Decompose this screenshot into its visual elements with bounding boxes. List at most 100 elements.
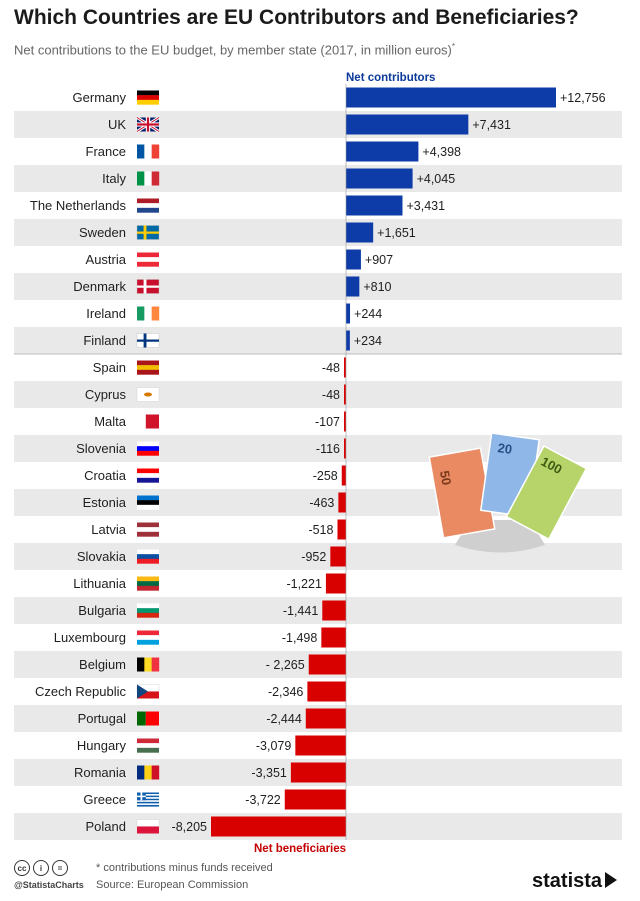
chart-subtitle: Net contributions to the EU budget, by m…	[14, 42, 455, 57]
value-label: -952	[301, 550, 326, 564]
bar-positive	[346, 303, 351, 324]
bar-negative	[341, 465, 346, 486]
flag-icon	[137, 495, 159, 510]
bar-negative	[338, 492, 346, 513]
country-label: Spain	[93, 360, 126, 375]
statista-logo[interactable]: statista	[532, 870, 618, 893]
value-label: -258	[313, 469, 338, 483]
row-background	[14, 327, 622, 354]
subtitle-footnote-mark: *	[451, 42, 456, 51]
value-label: -2,444	[266, 712, 301, 726]
flag-icon	[137, 171, 160, 186]
country-label: Czech Republic	[35, 684, 127, 699]
attribution-icon: i	[33, 860, 49, 876]
bar-negative	[290, 762, 346, 783]
banknote-20-label: 20	[497, 440, 513, 457]
country-label: Greece	[83, 792, 126, 807]
value-label: -48	[322, 388, 340, 402]
country-label: Cyprus	[85, 387, 127, 402]
bar-positive	[346, 222, 374, 243]
country-label: Hungary	[77, 738, 127, 753]
value-label: -1,441	[283, 604, 318, 618]
country-label: Malta	[94, 414, 127, 429]
country-label: Bulgaria	[78, 603, 126, 618]
value-label: -3,722	[245, 793, 280, 807]
bar-negative	[344, 384, 346, 405]
footnote: * contributions minus funds received	[96, 862, 273, 874]
row-background	[14, 111, 622, 138]
bar-negative	[322, 600, 346, 621]
value-label: -2,346	[268, 685, 303, 699]
subtitle-text: Net contributions to the EU budget, by m…	[14, 42, 452, 58]
value-label: - 2,265	[266, 658, 305, 672]
country-label: Romania	[74, 765, 127, 780]
flag-icon	[136, 225, 160, 240]
license-icons: cc i =	[14, 860, 68, 876]
country-label: Sweden	[79, 225, 126, 240]
country-label: Germany	[73, 90, 127, 105]
creative-commons-icon: cc	[14, 860, 30, 876]
bar-negative	[307, 681, 346, 702]
banknote-100	[505, 444, 588, 541]
country-label: Slovenia	[76, 441, 127, 456]
country-label: The Netherlands	[30, 198, 127, 213]
bar-positive	[346, 276, 360, 297]
country-label: Ireland	[86, 306, 126, 321]
country-label: Denmark	[73, 279, 126, 294]
country-label: Lithuania	[73, 576, 127, 591]
value-label: +244	[354, 307, 382, 321]
flag-icon	[136, 279, 160, 294]
value-label: -3,351	[251, 766, 286, 780]
country-label: Portugal	[78, 711, 127, 726]
flag-icon	[136, 684, 160, 699]
bar-negative	[308, 654, 346, 675]
row-background	[14, 597, 622, 624]
flag-icon	[137, 144, 160, 159]
value-label: +234	[354, 334, 382, 348]
bar-negative	[330, 546, 346, 567]
country-label: UK	[108, 117, 126, 132]
bar-positive	[346, 168, 413, 189]
country-label: Finland	[83, 333, 126, 348]
euro-banknotes-illustration: 50 20 100	[428, 432, 588, 553]
flag-icon	[137, 792, 159, 807]
value-label: +907	[365, 253, 393, 267]
value-label: +1,651	[377, 226, 416, 240]
flag-icon	[136, 387, 160, 402]
flag-icon	[137, 414, 159, 429]
bar-negative	[284, 789, 346, 810]
bar-positive	[346, 330, 350, 351]
value-label: -1,221	[286, 577, 321, 591]
bar-negative	[325, 573, 346, 594]
bar-positive	[346, 87, 556, 108]
value-label: -48	[322, 361, 340, 375]
flag-icon	[137, 576, 159, 591]
country-label: Italy	[102, 171, 126, 186]
country-label: Luxembourg	[54, 630, 126, 645]
row-background	[14, 273, 622, 300]
bar-negative	[321, 627, 346, 648]
bar-positive	[346, 141, 419, 162]
row-background	[14, 165, 622, 192]
brand-name: statista	[532, 870, 603, 892]
flag-icon	[137, 549, 159, 564]
country-label: Slovakia	[77, 549, 127, 564]
value-label: +4,398	[422, 145, 461, 159]
flag-icon	[137, 306, 160, 321]
country-label: Belgium	[79, 657, 126, 672]
flag-icon	[137, 252, 159, 267]
value-label: +3,431	[406, 199, 445, 213]
bar-positive	[346, 249, 361, 270]
flag-icon	[137, 657, 160, 672]
net-contributors-label: Net contributors	[346, 72, 435, 84]
flag-icon	[137, 522, 159, 537]
value-label: -3,079	[256, 739, 291, 753]
row-background	[14, 381, 622, 408]
social-handle: @StatistaCharts	[14, 880, 84, 890]
net-beneficiaries-label: Net beneficiaries	[254, 843, 346, 855]
chart-title: Which Countries are EU Contributors and …	[14, 6, 579, 29]
value-label: +810	[363, 280, 391, 294]
value-label: +7,431	[472, 118, 511, 132]
country-label: Latvia	[91, 522, 126, 537]
